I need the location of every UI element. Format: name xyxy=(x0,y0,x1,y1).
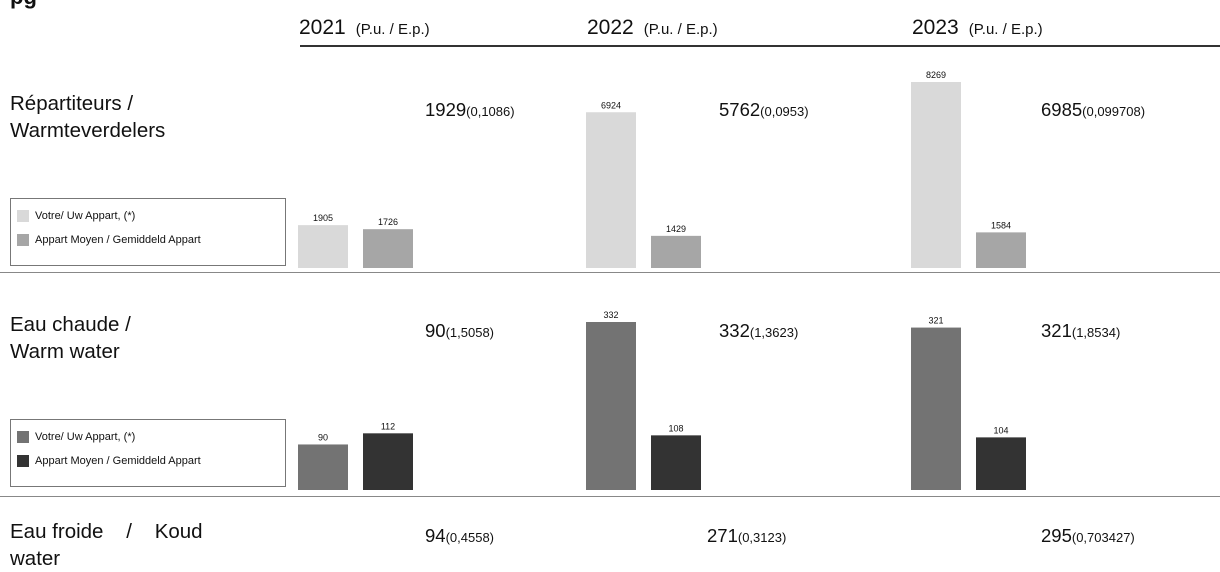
hot_water-bar-2023-own xyxy=(911,327,961,490)
legend-entry-own: Votre/ Uw Appart, (*) xyxy=(17,209,135,223)
heating-data-label-2022-avg: 1429 xyxy=(666,224,686,234)
legend-label: Appart Moyen / Gemiddeld Appart xyxy=(35,455,201,467)
total-value: 90 xyxy=(425,320,446,341)
heating-bar-2022-own xyxy=(586,112,636,268)
total-ratio: (0,0953) xyxy=(760,104,809,119)
hot_water-bar-2023-avg xyxy=(976,437,1026,490)
hot_water-data-label-2022-own: 332 xyxy=(603,310,618,320)
year-label: 2023 xyxy=(912,16,959,39)
year-unit: (P.u. / E.p.) xyxy=(968,21,1043,38)
heating-bar-2023-avg xyxy=(976,232,1026,268)
heating-label-line2: Warmteverdelers xyxy=(10,119,166,142)
year-unit: (P.u. / E.p.) xyxy=(643,21,718,38)
heating-data-label-2022-own: 6924 xyxy=(601,100,621,110)
hot-water-total-2022: 332(1,3623) xyxy=(719,320,798,342)
header-rule xyxy=(300,45,1220,47)
heating-data-label-2021-avg: 1726 xyxy=(378,217,398,227)
heating-legend: Votre/ Uw Appart, (*) Appart Moyen / Gem… xyxy=(10,198,286,266)
total-value: 295 xyxy=(1041,525,1072,546)
heating-bar-2022-avg xyxy=(651,235,701,268)
total-value: 321 xyxy=(1041,320,1072,341)
hot-water-legend: Votre/ Uw Appart, (*) Appart Moyen / Gem… xyxy=(10,419,286,487)
legend-entry-avg: Appart Moyen / Gemiddeld Appart xyxy=(17,454,201,468)
cold-water-section-label: Eau froide / Koud water xyxy=(10,518,260,572)
year-header-2022: 2022 (P.u. / E.p.) xyxy=(587,16,718,40)
total-value: 6985 xyxy=(1041,99,1083,120)
legend-swatch xyxy=(17,210,29,222)
legend-swatch xyxy=(17,431,29,443)
hot_water-data-label-2021-avg: 112 xyxy=(381,421,395,431)
year-label: 2021 xyxy=(299,16,346,39)
total-ratio: (0,1086) xyxy=(466,104,515,119)
total-value: 332 xyxy=(719,320,750,341)
year-label: 2022 xyxy=(587,16,634,39)
total-ratio: (0,099708) xyxy=(1082,104,1146,119)
total-ratio: (0,703427) xyxy=(1071,530,1135,545)
hot-water-total-2021: 90(1,5058) xyxy=(425,320,494,342)
hot-water-label-line1: Eau chaude / xyxy=(10,313,131,336)
cold-water-label-line1: Eau froide / Koud xyxy=(10,520,203,543)
hot-water-section-label: Eau chaude / Warm water xyxy=(10,311,131,365)
total-value: 271 xyxy=(707,525,738,546)
total-ratio: (1,5058) xyxy=(445,325,494,340)
heating-data-label-2023-avg: 1584 xyxy=(991,220,1011,230)
hot_water-bar-2021-avg xyxy=(363,433,413,490)
hot_water-data-label-2021-own: 90 xyxy=(318,432,328,442)
total-ratio: (0,4558) xyxy=(445,530,494,545)
total-value: 1929 xyxy=(425,99,467,120)
heating-total-2021: 1929(0,1086) xyxy=(425,99,515,121)
heating-data-label-2023-own: 8269 xyxy=(926,70,946,80)
total-value: 94 xyxy=(425,525,446,546)
section-divider xyxy=(0,272,1220,273)
heating-bar-2021-own xyxy=(298,225,348,268)
section-divider xyxy=(0,496,1220,497)
year-unit: (P.u. / E.p.) xyxy=(355,21,430,38)
hot_water-data-label-2022-avg: 108 xyxy=(668,423,683,433)
legend-swatch xyxy=(17,455,29,467)
heating-total-2022: 5762(0,0953) xyxy=(719,99,809,121)
hot_water-bar-2022-own xyxy=(586,322,636,490)
legend-label: Appart Moyen / Gemiddeld Appart xyxy=(35,234,201,246)
hot_water-data-label-2023-avg: 104 xyxy=(993,425,1008,435)
heating-bar-2023-own xyxy=(911,82,961,268)
total-value: 5762 xyxy=(719,99,761,120)
heating-total-2023: 6985(0,099708) xyxy=(1041,99,1145,121)
hot_water-bar-2021-own xyxy=(298,444,348,490)
hot-water-label-line2: Warm water xyxy=(10,340,120,363)
cold-water-total-2022: 271(0,3123) xyxy=(707,525,786,547)
page-title-fragment: pg xyxy=(10,0,37,10)
heating-section-label: Répartiteurs / Warmteverdelers xyxy=(10,90,165,144)
heating-label-line1: Répartiteurs / xyxy=(10,92,134,115)
heating-data-label-2021-own: 1905 xyxy=(313,213,333,223)
legend-entry-avg: Appart Moyen / Gemiddeld Appart xyxy=(17,233,201,247)
cold-water-total-2023: 295(0,703427) xyxy=(1041,525,1135,547)
total-ratio: (0,3123) xyxy=(737,530,787,545)
total-ratio: (1,8534) xyxy=(1071,325,1121,340)
hot-water-total-2023: 321(1,8534) xyxy=(1041,320,1120,342)
year-header-2021: 2021 (P.u. / E.p.) xyxy=(299,16,430,40)
total-ratio: (1,3623) xyxy=(749,325,799,340)
legend-label: Votre/ Uw Appart, (*) xyxy=(35,210,136,222)
hot_water-data-label-2023-own: 321 xyxy=(928,316,943,326)
hot_water-bar-2022-avg xyxy=(651,435,701,490)
cold-water-label-line2: water xyxy=(10,547,61,570)
heating-bar-2021-avg xyxy=(363,229,413,268)
legend-label: Votre/ Uw Appart, (*) xyxy=(35,431,136,443)
cold-water-total-2021: 94(0,4558) xyxy=(425,525,494,547)
legend-entry-own: Votre/ Uw Appart, (*) xyxy=(17,430,135,444)
legend-swatch xyxy=(17,234,29,246)
year-header-2023: 2023 (P.u. / E.p.) xyxy=(912,16,1043,40)
